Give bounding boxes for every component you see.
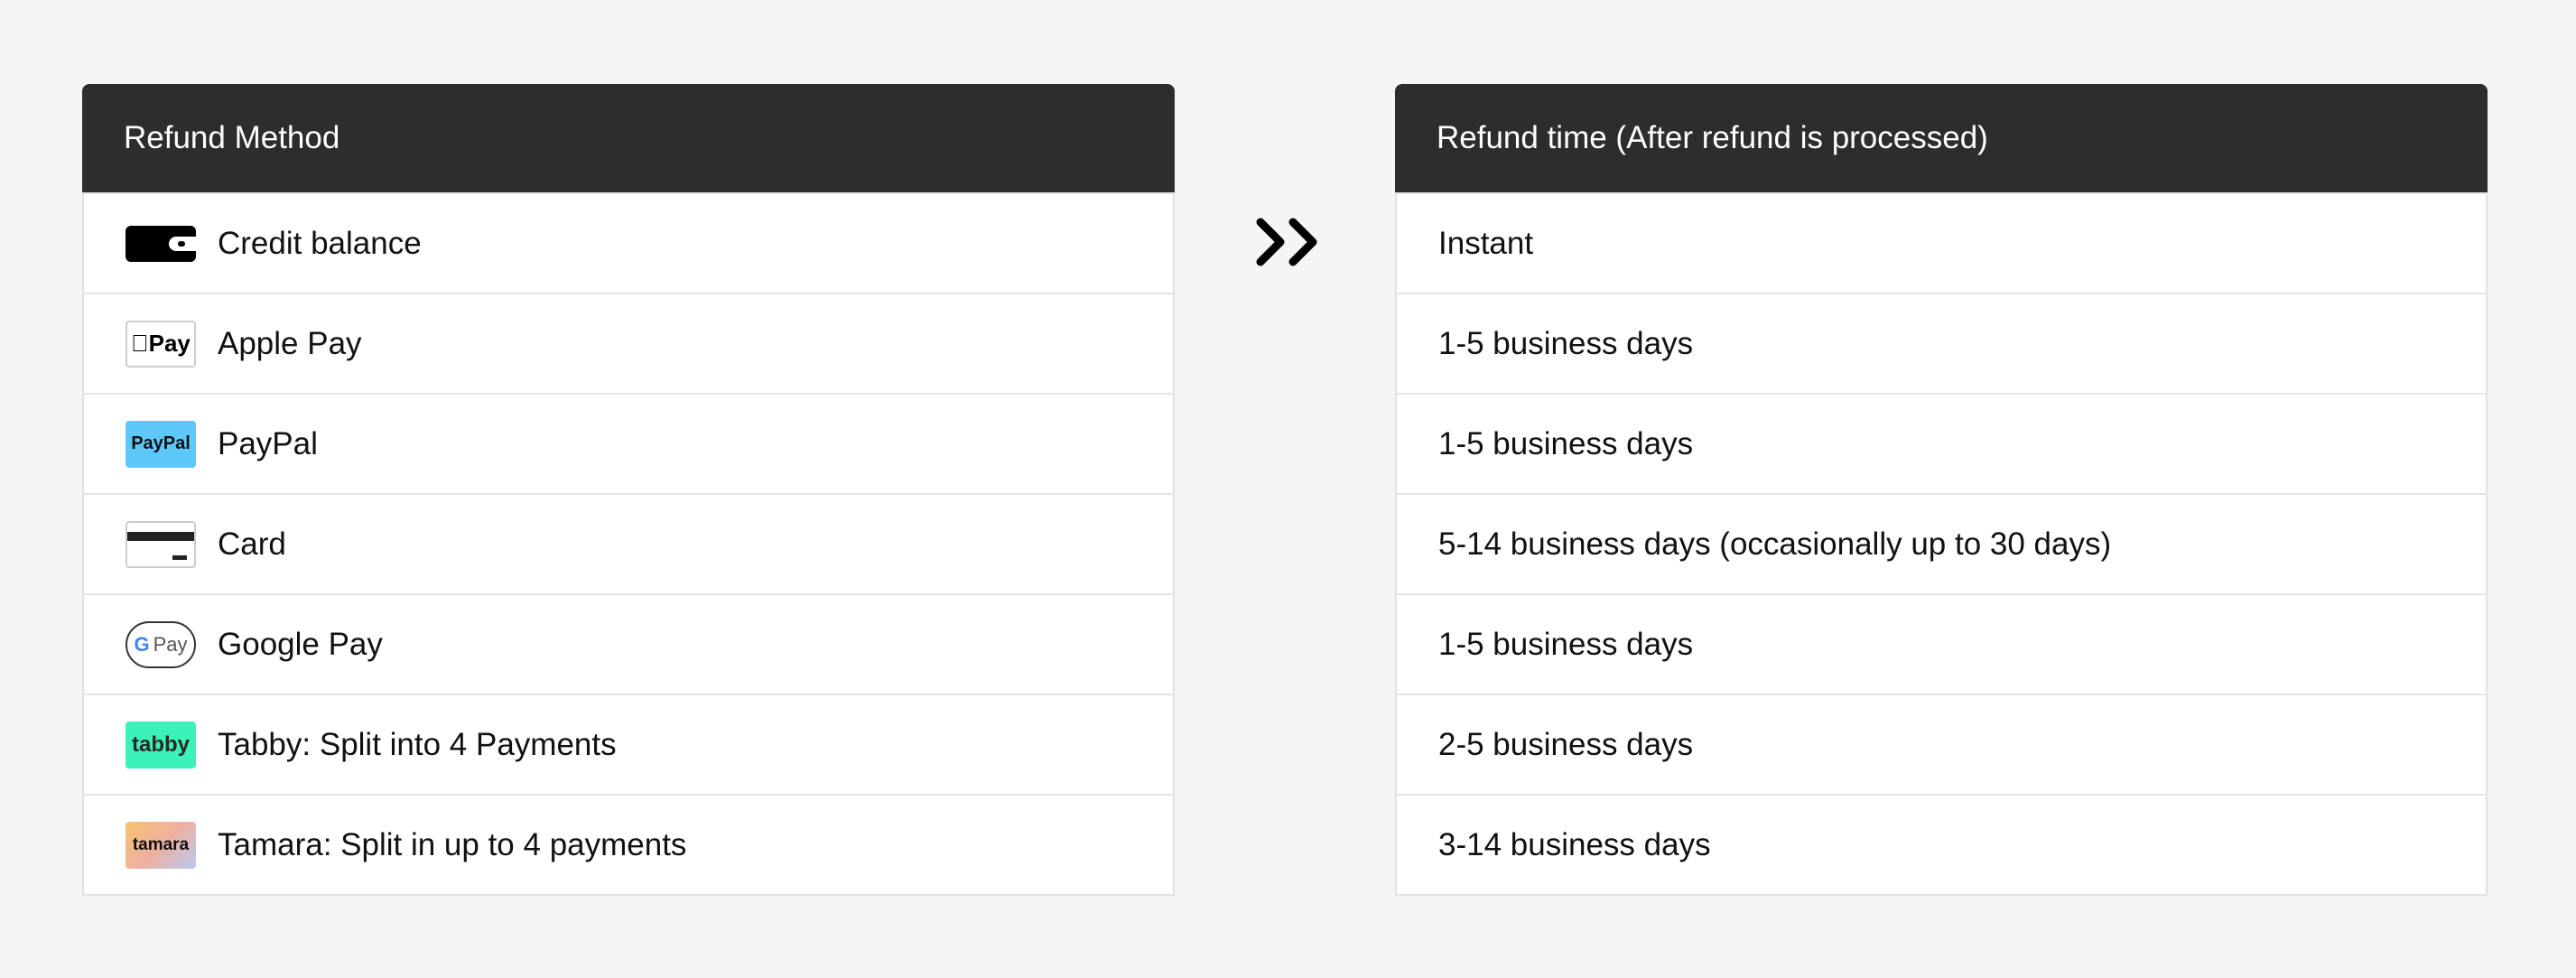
table-row: 2-5 business days <box>1397 694 2486 794</box>
table-row: Instant <box>1397 192 2486 293</box>
refund-time-header: Refund time (After refund is processed) <box>1395 84 2488 192</box>
google-pay-logo-text: Pay <box>153 632 188 656</box>
paypal-logo-text: PayPal <box>131 433 191 453</box>
method-label: PayPal <box>218 425 318 461</box>
table-row: 5-14 business days (occasionally up to 3… <box>1397 493 2486 593</box>
table-row: Pay Apple Pay <box>84 293 1173 393</box>
apple-logo-icon:  <box>131 330 149 358</box>
refund-time-table: Refund time (After refund is processed) … <box>1395 84 2488 896</box>
refund-method-table: Refund Method Credit balance Pay Apple … <box>82 84 1175 896</box>
apple-pay-logo-text: Pay <box>139 330 191 357</box>
table-row: Credit balance <box>84 192 1173 293</box>
tamara-logo-text: tamara <box>132 834 190 854</box>
table-row: G Pay Google Pay <box>84 593 1173 694</box>
table-row: Card <box>84 493 1173 593</box>
method-label: Tabby: Split into 4 Payments <box>218 726 617 762</box>
table-row: PayPal PayPal <box>84 393 1173 493</box>
refund-method-header: Refund Method <box>82 84 1175 192</box>
table-row: tamara Tamara: Split in up to 4 payments <box>84 794 1173 894</box>
method-label: Google Pay <box>218 626 383 662</box>
table-row: 3-14 business days <box>1397 794 2486 894</box>
paypal-icon: PayPal <box>126 420 196 468</box>
tabby-logo-text: tabby <box>131 731 190 757</box>
double-chevron-right-icon <box>1256 218 1317 266</box>
table-row: 1-5 business days <box>1397 293 2486 393</box>
method-label: Apple Pay <box>218 325 362 361</box>
table-row: 1-5 business days <box>1397 593 2486 694</box>
tamara-icon: tamara <box>126 821 196 869</box>
apple-pay-icon: Pay <box>126 320 196 368</box>
method-label: Credit balance <box>218 225 422 261</box>
method-label: Tamara: Split in up to 4 payments <box>218 826 687 862</box>
method-label: Card <box>218 526 286 562</box>
card-icon <box>126 520 196 568</box>
tabby-icon: tabby <box>126 721 196 768</box>
table-row: 1-5 business days <box>1397 393 2486 493</box>
wallet-icon <box>126 225 196 262</box>
table-row: tabby Tabby: Split into 4 Payments <box>84 694 1173 794</box>
google-pay-icon: G Pay <box>126 620 196 668</box>
